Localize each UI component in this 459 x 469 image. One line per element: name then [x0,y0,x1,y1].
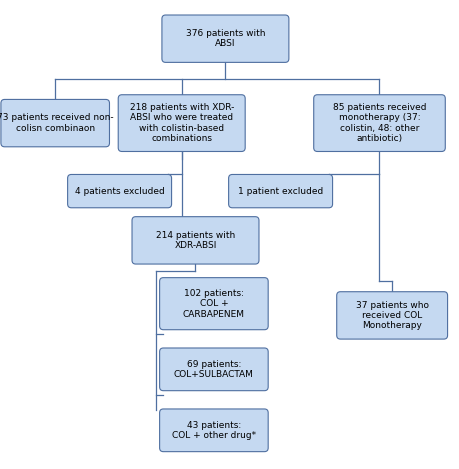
Text: 376 patients with
ABSI: 376 patients with ABSI [185,29,264,48]
FancyBboxPatch shape [313,95,444,151]
FancyBboxPatch shape [118,95,245,151]
FancyBboxPatch shape [159,278,268,330]
FancyBboxPatch shape [162,15,288,62]
FancyBboxPatch shape [67,174,171,208]
Text: 69 patients:
COL+SULBACTAM: 69 patients: COL+SULBACTAM [174,360,253,379]
Text: 102 patients:
COL +
CARBAPENEM: 102 patients: COL + CARBAPENEM [183,289,244,318]
FancyBboxPatch shape [159,348,268,391]
Text: 43 patients:
COL + other drug*: 43 patients: COL + other drug* [172,421,255,440]
FancyBboxPatch shape [1,99,109,147]
FancyBboxPatch shape [336,292,447,339]
Text: 214 patients with
XDR-ABSI: 214 patients with XDR-ABSI [156,231,235,250]
Text: 85 patients received
monotherapy (37:
colistin, 48: other
antibiotic): 85 patients received monotherapy (37: co… [332,103,425,143]
Text: 37 patients who
received COL
Monotherapy: 37 patients who received COL Monotherapy [355,301,428,330]
Text: 73 patients received non-
colisn combinaon: 73 patients received non- colisn combina… [0,113,113,133]
FancyBboxPatch shape [132,217,258,264]
FancyBboxPatch shape [228,174,332,208]
Text: 4 patients excluded: 4 patients excluded [74,187,164,196]
Text: 218 patients with XDR-
ABSI who were treated
with colistin-based
combinations: 218 patients with XDR- ABSI who were tre… [129,103,233,143]
FancyBboxPatch shape [159,409,268,452]
Text: 1 patient excluded: 1 patient excluded [237,187,323,196]
